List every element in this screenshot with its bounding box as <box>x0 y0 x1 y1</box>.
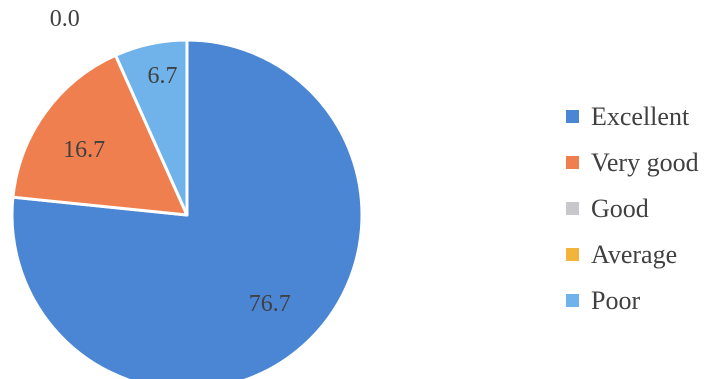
legend-swatch-poor <box>566 294 579 307</box>
legend-item-very-good: Very good <box>566 144 724 181</box>
data-label-very-good: 16.7 <box>63 137 105 163</box>
legend-item-excellent: Excellent <box>566 98 724 135</box>
legend-swatch-very-good <box>566 156 579 169</box>
data-label-excellent: 76.7 <box>249 291 291 317</box>
pie-slices <box>10 38 364 379</box>
legend-item-average: Average <box>566 236 724 273</box>
pie-slice-poor <box>114 38 189 217</box>
legend-swatch-excellent <box>566 110 579 123</box>
pie-data-labels: 76.7 16.7 0.0 6.7 <box>50 6 291 317</box>
legend-label-excellent: Excellent <box>591 101 690 131</box>
data-label-poor: 6.7 <box>148 63 178 89</box>
chart-legend: Excellent Very good Good Average Poor <box>566 98 724 328</box>
data-label-good: 0.0 <box>50 6 80 32</box>
pie-slice-very-good <box>11 53 189 217</box>
legend-swatch-good <box>566 202 579 215</box>
legend-swatch-average <box>566 248 579 261</box>
legend-item-good: Good <box>566 190 724 227</box>
legend-label-good: Good <box>591 193 649 223</box>
legend-label-very-good: Very good <box>591 147 699 177</box>
legend-label-average: Average <box>591 239 678 269</box>
legend-item-poor: Poor <box>566 282 724 319</box>
legend-label-poor: Poor <box>591 285 641 315</box>
